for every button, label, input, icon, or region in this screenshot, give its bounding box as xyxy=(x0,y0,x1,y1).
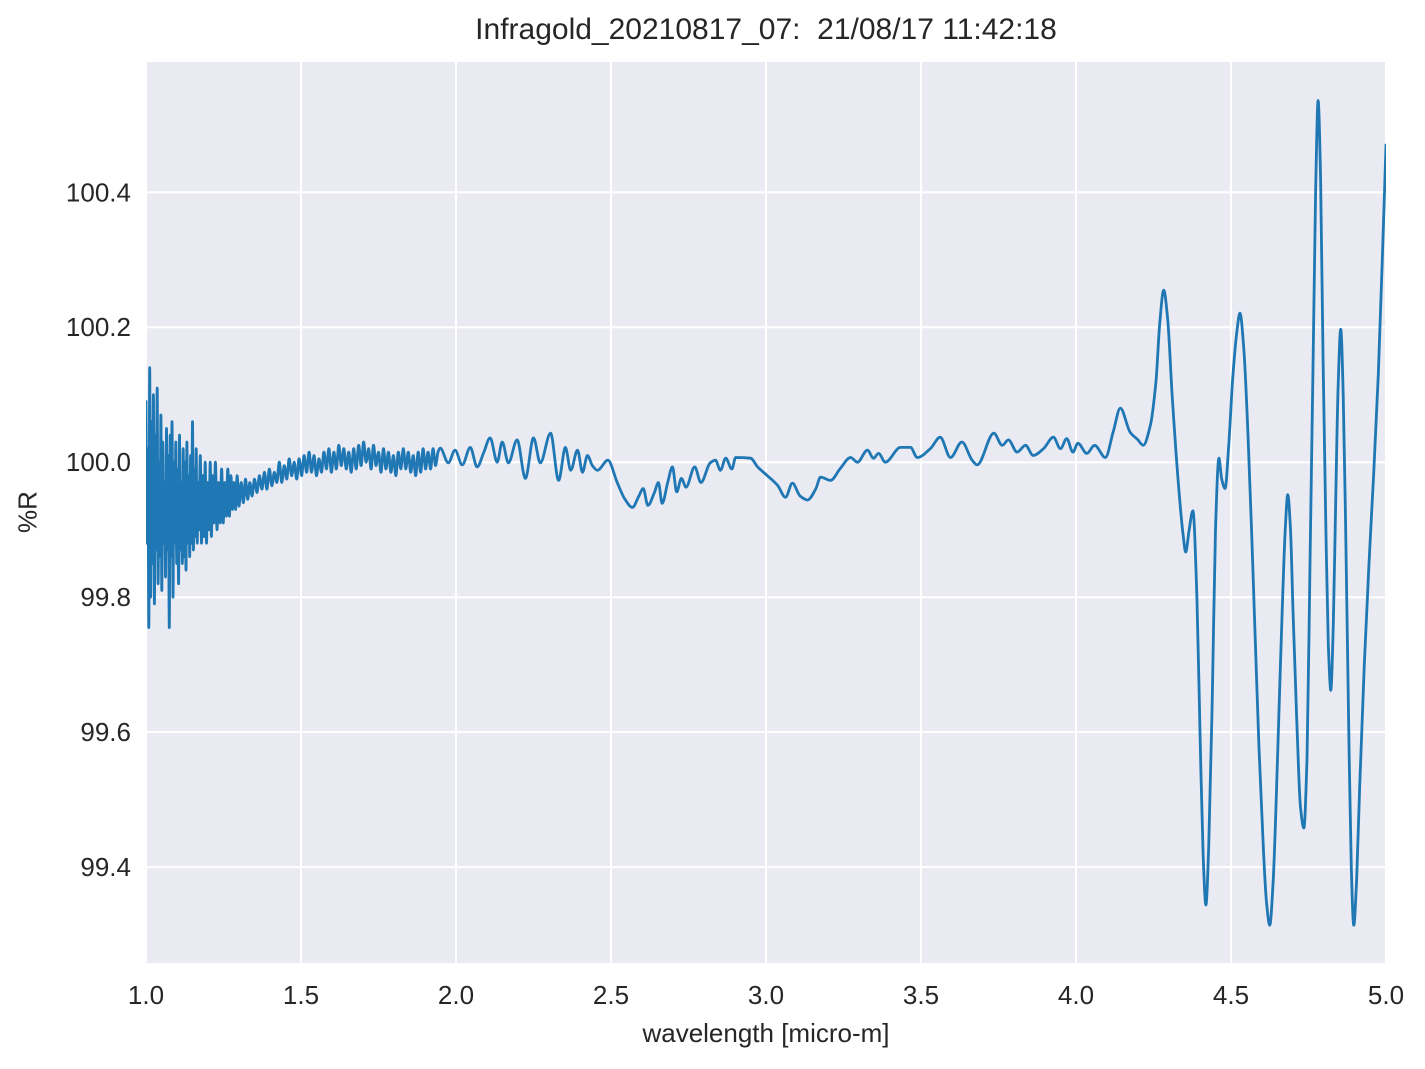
y-tick-label: 99.4 xyxy=(80,852,131,882)
x-tick-label: 3.0 xyxy=(748,980,784,1010)
chart-title: Infragold_20210817_07: 21/08/17 11:42:18 xyxy=(475,13,1057,46)
x-tick-label: 4.5 xyxy=(1213,980,1249,1010)
y-tick-labels: 99.4 99.6 99.8 100.0 100.2 100.4 xyxy=(66,177,131,882)
y-tick-label: 100.4 xyxy=(66,177,131,207)
x-tick-label: 3.5 xyxy=(903,980,939,1010)
y-tick-label: 100.2 xyxy=(66,312,131,342)
x-tick-labels: 1.0 1.5 2.0 2.5 3.0 3.5 4.0 4.5 5.0 xyxy=(128,980,1404,1010)
x-tick-label: 2.5 xyxy=(593,980,629,1010)
y-axis-label: %R xyxy=(12,491,43,533)
x-tick-label: 2.0 xyxy=(438,980,474,1010)
y-tick-label: 99.6 xyxy=(80,717,131,747)
series-line xyxy=(146,99,1386,927)
gridlines xyxy=(145,62,1387,963)
y-tick-label: 100.0 xyxy=(66,447,131,477)
x-tick-label: 1.0 xyxy=(128,980,164,1010)
x-axis-label: wavelength [micro-m] xyxy=(642,1018,890,1048)
x-tick-label: 5.0 xyxy=(1368,980,1404,1010)
y-tick-label: 99.8 xyxy=(80,582,131,612)
x-tick-label: 4.0 xyxy=(1058,980,1094,1010)
x-tick-label: 1.5 xyxy=(283,980,319,1010)
